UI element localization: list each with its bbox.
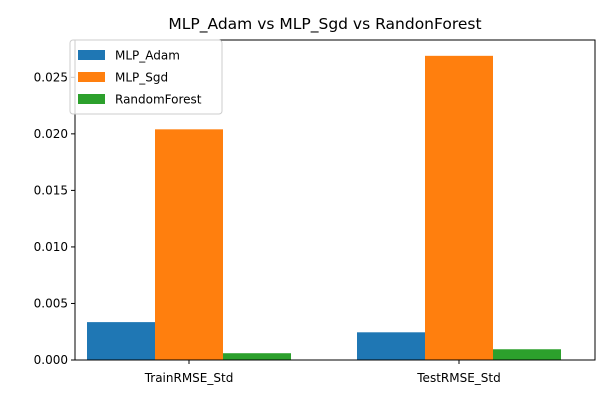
chart-title: MLP_Adam vs MLP_Sgd vs RandonForest (168, 15, 481, 34)
bar-mlp_sgd-trainrmse_std (155, 129, 223, 360)
x-tick-label: TrainRMSE_Std (144, 371, 234, 385)
bar-mlp_adam-testrmse_std (357, 332, 425, 360)
bar-mlp_sgd-testrmse_std (425, 55, 493, 360)
legend-swatch-randomforest (78, 94, 105, 104)
bar-randomforest-testrmse_std (493, 349, 561, 360)
legend-label-mlp_sgd: MLP_Sgd (115, 71, 168, 85)
legend-swatch-mlp_sgd (78, 72, 105, 82)
legend-label-randomforest: RandomForest (115, 93, 202, 107)
y-tick-label: 0.020 (34, 127, 68, 141)
plot-area: 0.000 0.005 0.010 0.015 0.020 0.025 TrainRMSE_… (34, 39, 596, 385)
bar-mlp_adam-trainrmse_std (87, 322, 155, 360)
y-tick-label: 0.005 (34, 296, 68, 310)
y-tick-label: 0.025 (34, 70, 68, 84)
y-tick-label: 0.015 (34, 183, 68, 197)
y-tick-label: 0.000 (34, 353, 68, 367)
y-tick-label: 0.010 (34, 240, 68, 254)
legend-swatch-mlp_adam (78, 50, 105, 60)
legend: MLP_Adam MLP_Sgd RandomForest (69, 39, 223, 115)
x-tick-label: TestRMSE_Std (416, 371, 500, 385)
axes-frame (74, 39, 596, 361)
bar-randomforest-trainrmse_std (223, 353, 291, 360)
legend-box (69, 39, 223, 115)
legend-label-mlp_adam: MLP_Adam (115, 49, 180, 63)
